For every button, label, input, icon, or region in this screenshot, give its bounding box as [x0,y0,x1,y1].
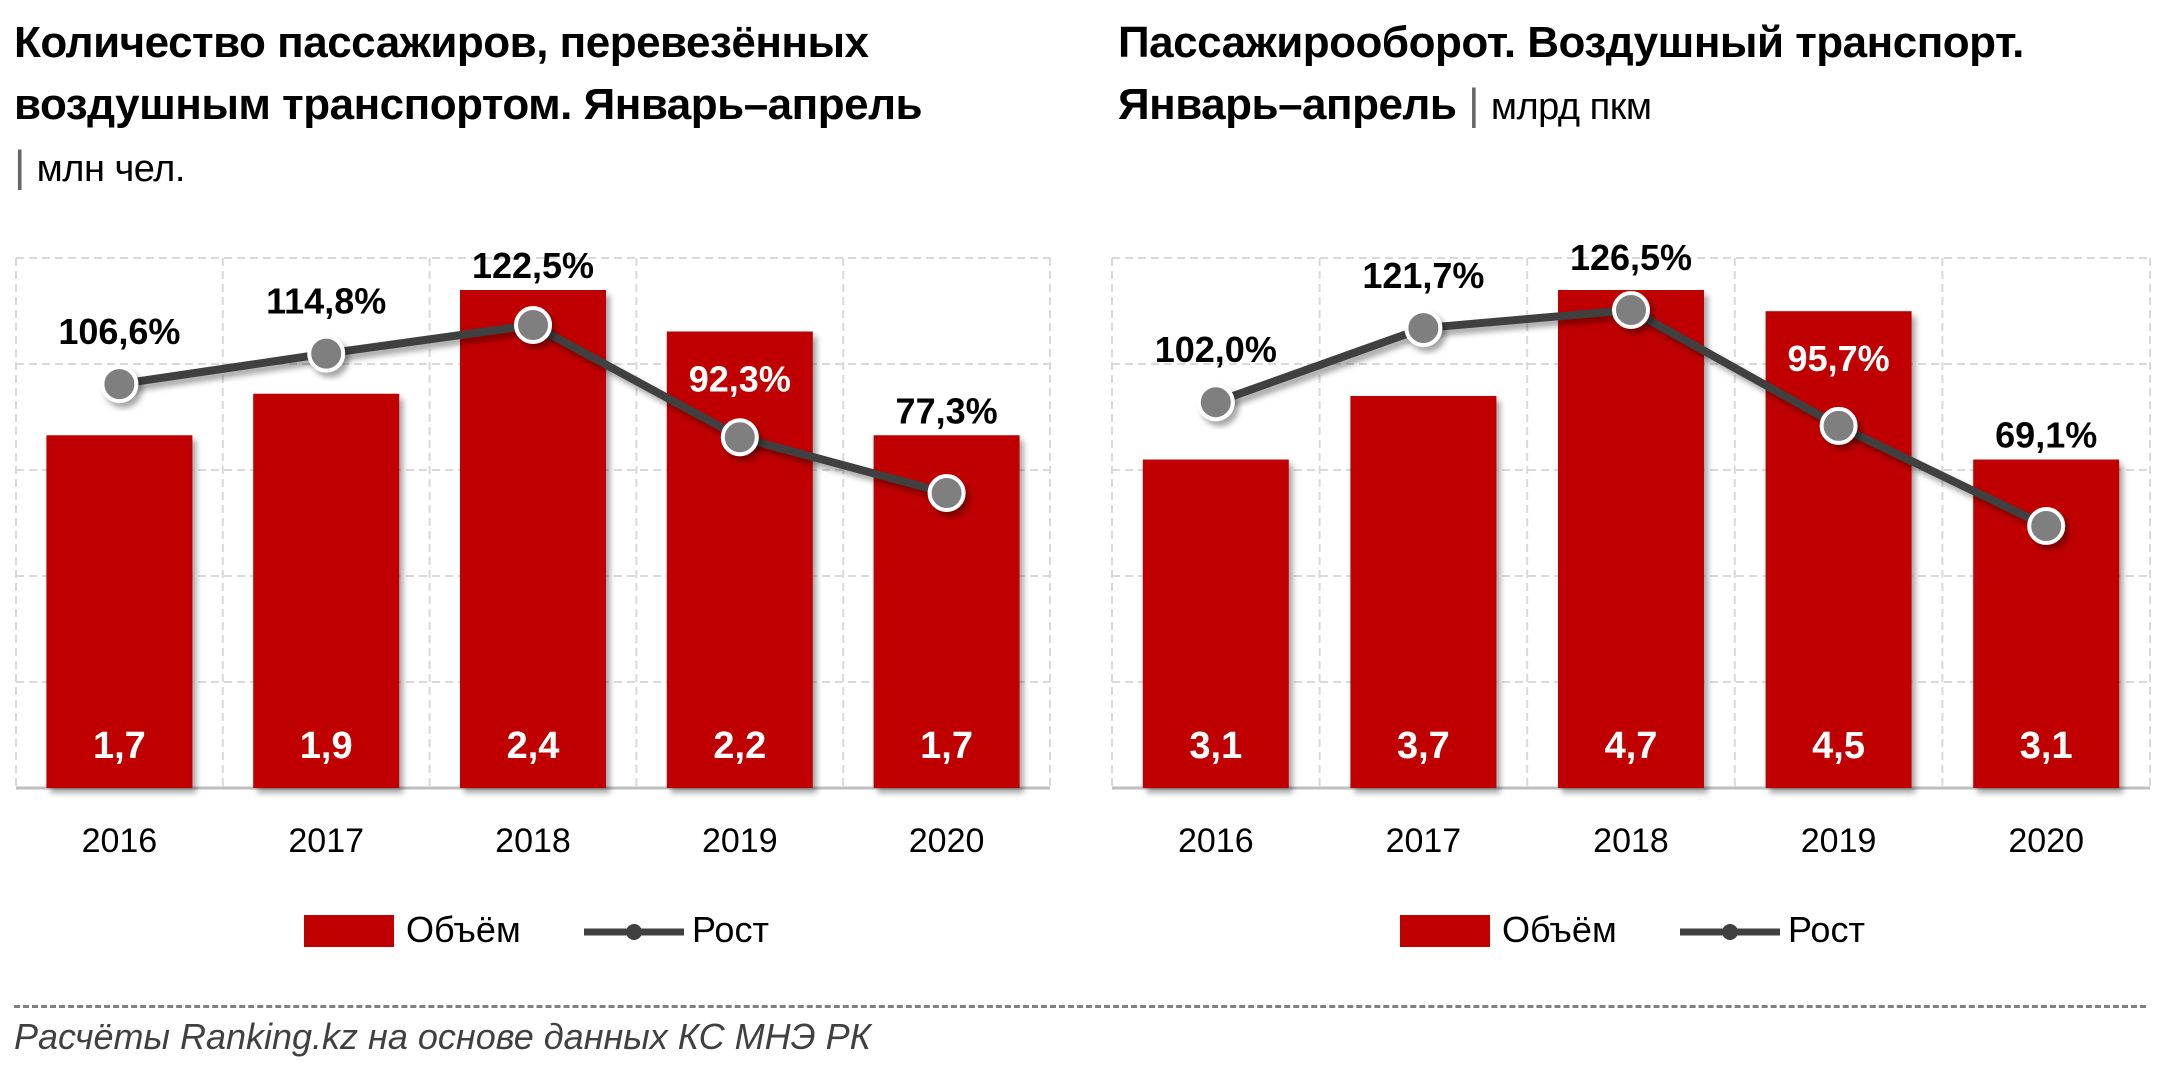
growth-value-label: 126,5% [1570,237,1692,278]
x-tick-label: 2018 [1593,822,1669,860]
left-title-line-2: воздушным транспортом. Январь–апрель [14,80,923,129]
legend: Объём Рост [1400,909,1865,950]
bar-2018 [1558,290,1704,788]
growth-point [100,365,139,404]
x-tick-label: 2020 [909,822,985,860]
growth-point [1196,383,1235,422]
bar-value-label: 4,5 [1812,725,1865,767]
left-chart-panel: Количество пассажиров, перевезённых возд… [0,0,1080,1000]
growth-point [1404,309,1443,348]
bar-2017 [253,393,400,788]
bar-value-label: 4,7 [1605,725,1658,767]
growth-point [720,418,759,457]
x-tick-label: 2018 [495,822,571,860]
x-tick-label: 2020 [2008,822,2084,860]
growth-value-label: 92,3% [689,359,791,400]
growth-point [1612,291,1650,329]
growth-value-label: 102,0% [1155,329,1277,370]
right-title-line-1: Пассажирооборот. Воздушный транспорт. [1118,18,2024,67]
x-tick-label: 2016 [82,822,158,860]
x-tick-label: 2017 [288,822,364,860]
x-tick-label: 2019 [1801,822,1877,860]
growth-value-label: 77,3% [896,390,998,431]
bar-2017 [1350,395,1497,788]
growth-value-label: 121,7% [1362,255,1484,296]
bar-2016 [46,435,193,788]
legend-bar-swatch [304,915,394,947]
right-chart-title: Пассажирооборот. Воздушный транспорт. Ян… [1118,12,2158,138]
bar-2019 [666,331,813,788]
growth-point [2027,507,2066,545]
bar-2018 [460,290,606,788]
growth-value-label: 122,5% [472,245,594,286]
bar-value-label: 3,1 [1189,725,1242,767]
growth-value-label: 114,8% [266,281,386,322]
growth-point [307,334,346,373]
legend-line-label: Рост [1788,909,1865,950]
bar-value-label: 1,7 [93,725,146,767]
left-title-line-1: Количество пассажиров, перевезённых [14,18,869,67]
legend-bar-label: Объём [406,909,521,950]
bars: 3,1 2016 3,7 2017 4,7 2018 4,5 2019 3,1 2020 [1142,290,2120,860]
bar-value-label: 1,7 [920,725,973,767]
x-tick-label: 2016 [1178,822,1254,860]
growth-value-label: 69,1% [1995,415,2097,456]
legend-line-label: Рост [692,909,769,950]
bar-value-label: 1,9 [300,725,353,767]
left-chart-title: Количество пассажиров, перевезённых возд… [14,12,1054,200]
bar-value-label: 3,7 [1397,725,1450,767]
left-chart-svg: 1,7 2016 1,9 2017 2,4 2018 2,2 2019 1,7 2020 106,6… [15,245,1051,950]
left-unit-label: млн чел. [36,148,186,190]
legend-line-marker [626,924,642,940]
footer-divider [14,1005,2146,1008]
growth-line-series: 102,0% 121,7% 126,5% 95,7% 69,1% [1155,237,2097,545]
bar-value-label: 2,4 [507,725,560,767]
right-chart-panel: Пассажирооборот. Воздушный транспорт. Ян… [1104,0,2160,1000]
growth-value-label: 95,7% [1788,338,1890,379]
x-tick-label: 2019 [702,822,778,860]
bar-value-label: 2,2 [713,725,766,767]
legend: Объём Рост [304,909,769,950]
bar-2019 [1765,311,1912,788]
bars: 1,7 2016 1,9 2017 2,4 2018 2,2 2019 1,7 2020 [46,290,1020,860]
growth-line-series: 106,6% 114,8% 122,5% 92,3% 77,3% [58,245,998,512]
right-title-line-2: Январь–апрель [1118,80,1457,129]
legend-line-marker [1722,924,1738,940]
legend-bar-label: Объём [1502,909,1617,950]
growth-point [927,474,966,512]
right-unit-label: млрд пкм [1490,86,1652,128]
growth-value-label: 106,6% [58,311,180,352]
right-chart-svg: 3,1 2016 3,7 2017 4,7 2018 4,5 2019 3,1 2020 102,0… [1111,237,2151,950]
bar-2016 [1142,459,1289,788]
source-note: Расчёты Ranking.kz на основе данных КС М… [14,1016,871,1057]
x-tick-label: 2017 [1386,822,1462,860]
legend-bar-swatch [1400,915,1490,947]
growth-point [514,306,552,344]
growth-point [1819,406,1858,445]
bar-value-label: 3,1 [2020,725,2073,767]
